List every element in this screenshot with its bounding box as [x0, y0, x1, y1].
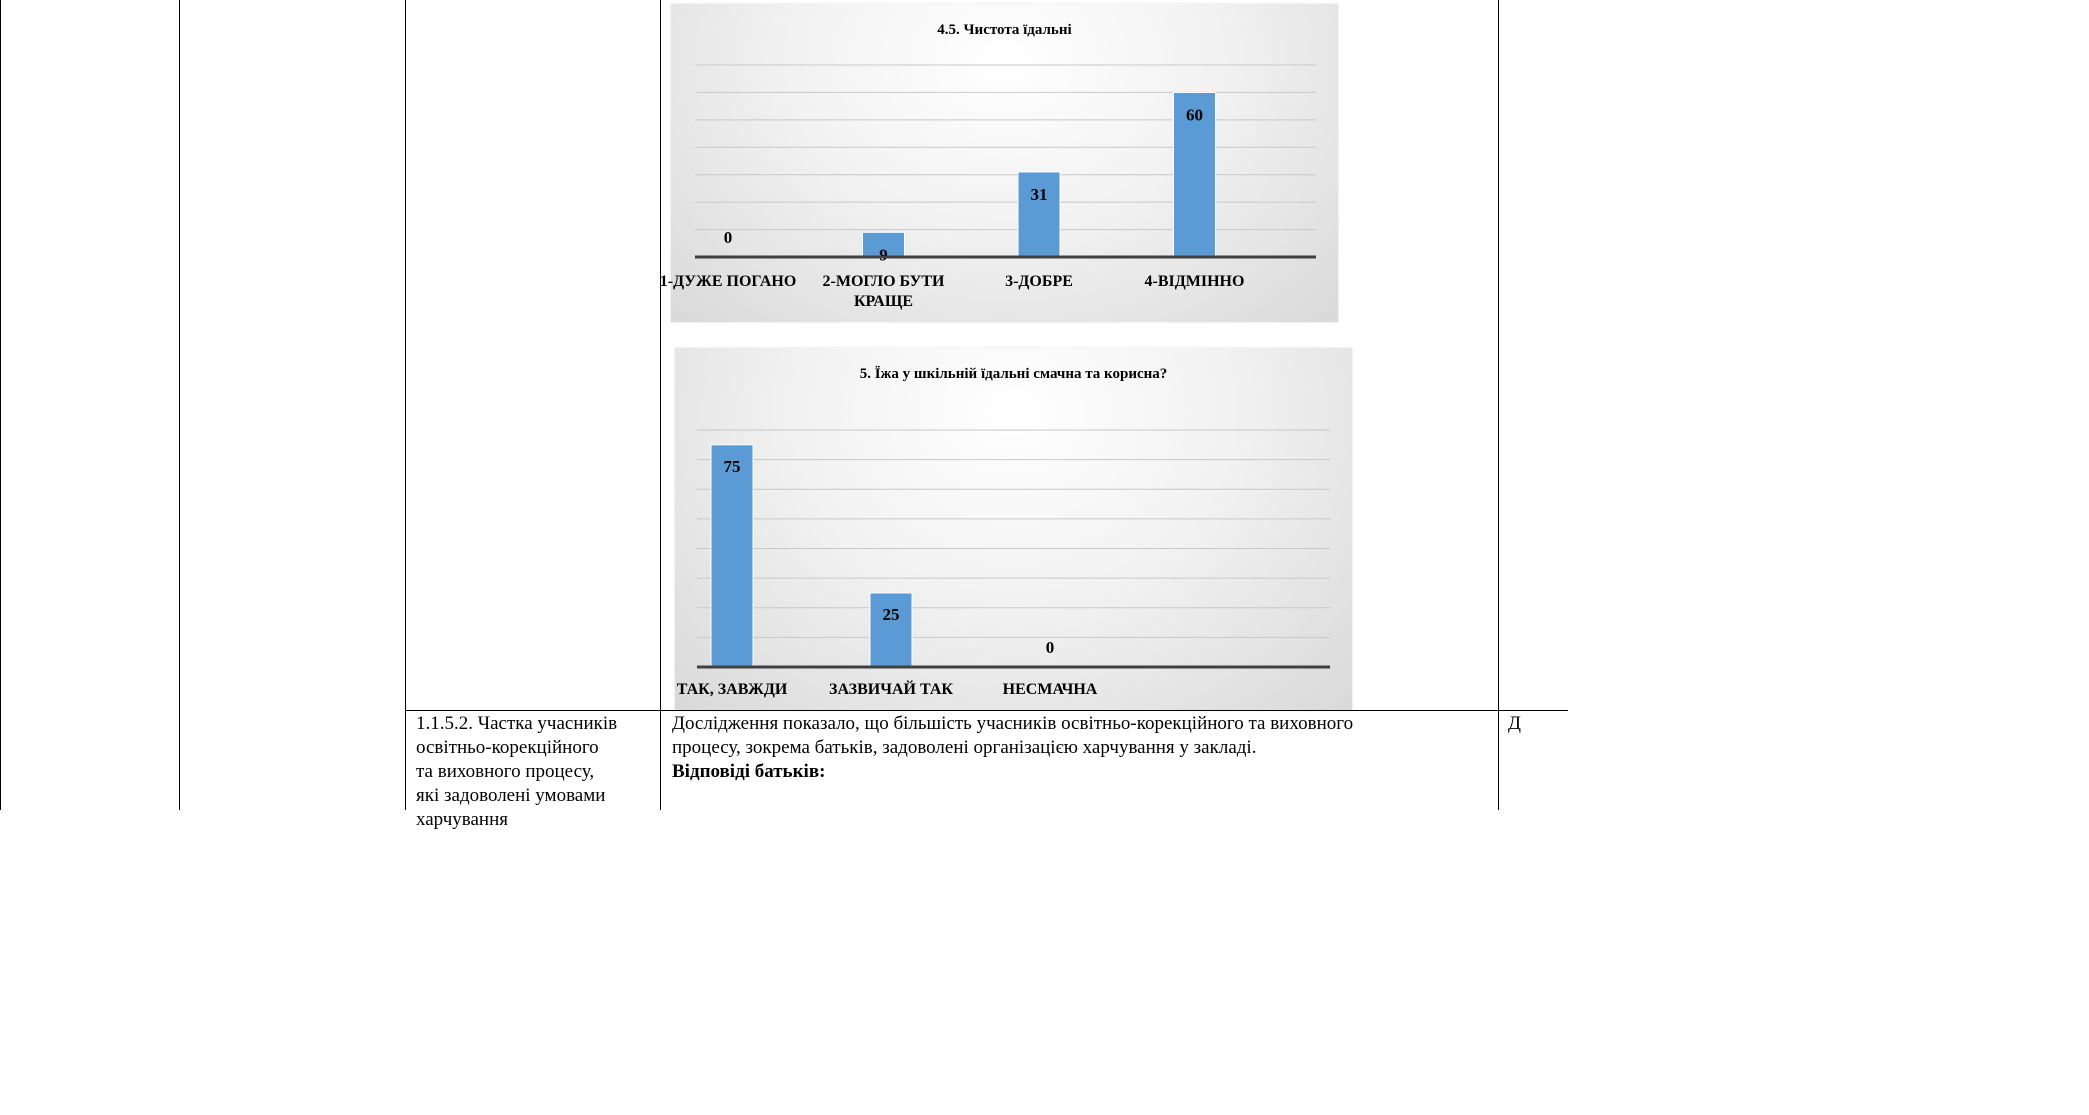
level-cell: Д — [1508, 712, 1521, 736]
data-label: 31 — [1031, 185, 1048, 204]
indicator-line: 1.1.5.2. Частка учасників — [416, 713, 618, 734]
description-line: процесу, зокрема батьків, задоволені орг… — [672, 737, 1257, 758]
parents-answers-heading: Відповіді батьків: — [672, 761, 826, 782]
chart-title: 5. Їжа у шкільній їдальні смачна та кори… — [859, 366, 1168, 382]
description-cell: Дослідження показало, що більшість учасн… — [672, 712, 1492, 784]
data-label: 25 — [883, 605, 900, 624]
indicator-line: освітньо-корекційного — [416, 737, 599, 758]
chart-plot: 0 1-ДУЖЕ ПОГАНО 9 2-МОГЛО БУТИ КРАЩЕ 31 3-ДОБР… — [660, 64, 1316, 310]
chart-canteen-cleanliness: 4.5. Чистота їдальні 0 1-ДУЖЕ ПОГАНО 9 2-МО… — [660, 4, 1338, 322]
data-label: 0 — [1046, 638, 1055, 657]
data-label: 9 — [879, 245, 888, 264]
table-column-divider — [405, 0, 406, 810]
bar — [710, 444, 754, 668]
data-label: 75 — [724, 457, 741, 476]
table-column-divider — [1498, 0, 1499, 810]
table-border-left — [0, 0, 1, 810]
category-label: ЗАЗВИЧАЙ ТАК — [829, 679, 953, 698]
category-label: 2-МОГЛО БУТИ — [823, 273, 945, 290]
category-label: 1-ДУЖЕ ПОГАНО — [660, 273, 797, 290]
indicator-line: та виховного процесу, — [416, 761, 595, 782]
bar — [1017, 171, 1061, 258]
table-column-divider — [660, 0, 661, 810]
data-label: 0 — [724, 228, 733, 247]
category-label: КРАЩЕ — [854, 293, 913, 310]
table-row-divider — [405, 710, 1568, 711]
description-line: Дослідження показало, що більшість учасн… — [672, 713, 1354, 734]
category-label: ТАК, ЗАВЖДИ — [677, 681, 788, 698]
category-label: 3-ДОБРЕ — [1005, 273, 1073, 290]
chart-plot: 75 ТАК, ЗАВЖДИ 25 ЗАЗВИЧАЙ ТАК 0 НЕСМАЧНА — [677, 429, 1330, 698]
indicator-line: харчування — [416, 809, 508, 830]
level-value: Д — [1508, 713, 1521, 734]
indicator-line: які задоволені умовами — [416, 785, 606, 806]
indicator-cell: 1.1.5.2. Частка учасників освітньо-корек… — [416, 712, 656, 832]
chart-title: 4.5. Чистота їдальні — [937, 22, 1072, 38]
data-label: 60 — [1186, 105, 1203, 124]
category-label: 4-ВІДМІННО — [1145, 273, 1245, 290]
table-column-divider — [179, 0, 180, 810]
chart-food-taste: 5. Їжа у шкільній їдальні смачна та кори… — [675, 348, 1352, 710]
category-label: НЕСМАЧНА — [1003, 681, 1098, 698]
